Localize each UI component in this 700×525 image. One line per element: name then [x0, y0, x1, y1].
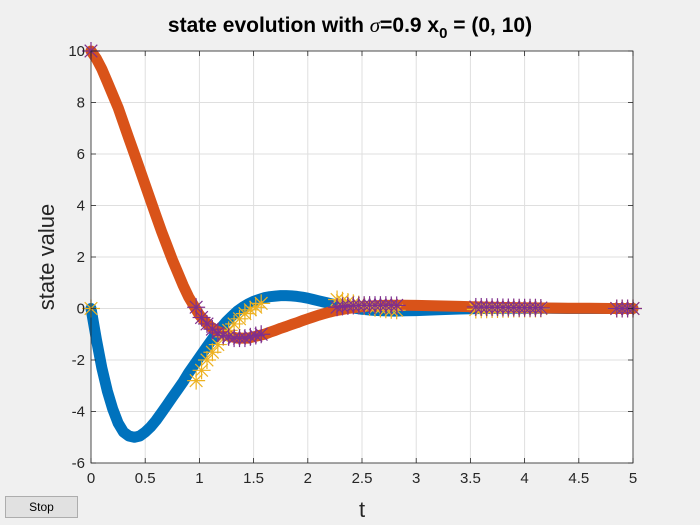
x-axis-label: t [359, 497, 365, 522]
x-tick-label: 4 [520, 470, 528, 487]
series-1-marker [246, 298, 265, 317]
x-tick-label: 2 [304, 470, 312, 487]
x-tick-label: 3 [412, 470, 420, 487]
title-suffix: = (0, 10) [447, 14, 532, 37]
y-tick-label: 10 [68, 43, 85, 60]
y-tick-label: -4 [72, 404, 85, 421]
x-tick-label: 0 [87, 470, 95, 487]
x-tick-label: 0.5 [135, 470, 156, 487]
y-tick-label: 4 [77, 198, 85, 215]
series-1-marker [192, 361, 211, 380]
y-tick-label: 2 [77, 249, 85, 266]
title-prefix: state evolution with [168, 14, 370, 37]
x-tick-label: 1 [195, 470, 203, 487]
series-1-marker [187, 371, 206, 390]
x-axis-ticks: 0 0.5 1 1.5 2 2.5 3 3.5 4 4.5 5 [87, 51, 637, 487]
series-1-marker [252, 294, 271, 313]
y-tick-label: -6 [72, 455, 85, 472]
x-tick-label: 4.5 [568, 470, 589, 487]
chart-title: state evolution with σ=0.9 x0 = (0, 10) [168, 13, 532, 42]
series-2-marker [187, 298, 206, 317]
y-tick-label: 6 [77, 146, 85, 163]
x-tick-label: 3.5 [460, 470, 481, 487]
series-markers [82, 42, 642, 390]
series-2-marker [252, 325, 271, 344]
title-sigma-symbol: σ [370, 13, 382, 37]
stop-button[interactable]: Stop [5, 496, 78, 518]
series-2-marker [531, 298, 550, 317]
title-subscript: 0 [439, 25, 447, 42]
y-axis-ticks: -6 -4 -2 0 2 4 6 8 10 [68, 43, 633, 472]
x-tick-label: 2.5 [352, 470, 373, 487]
series-2-marker [387, 296, 406, 315]
y-axis-label: state value [34, 204, 59, 310]
title-middle: =0.9 x [380, 14, 439, 37]
x-tick-label: 1.5 [243, 470, 264, 487]
y-tick-label: -2 [72, 352, 85, 369]
x-tick-label: 5 [629, 470, 637, 487]
y-tick-label: 8 [77, 95, 85, 112]
y-tick-label: 0 [77, 301, 85, 318]
